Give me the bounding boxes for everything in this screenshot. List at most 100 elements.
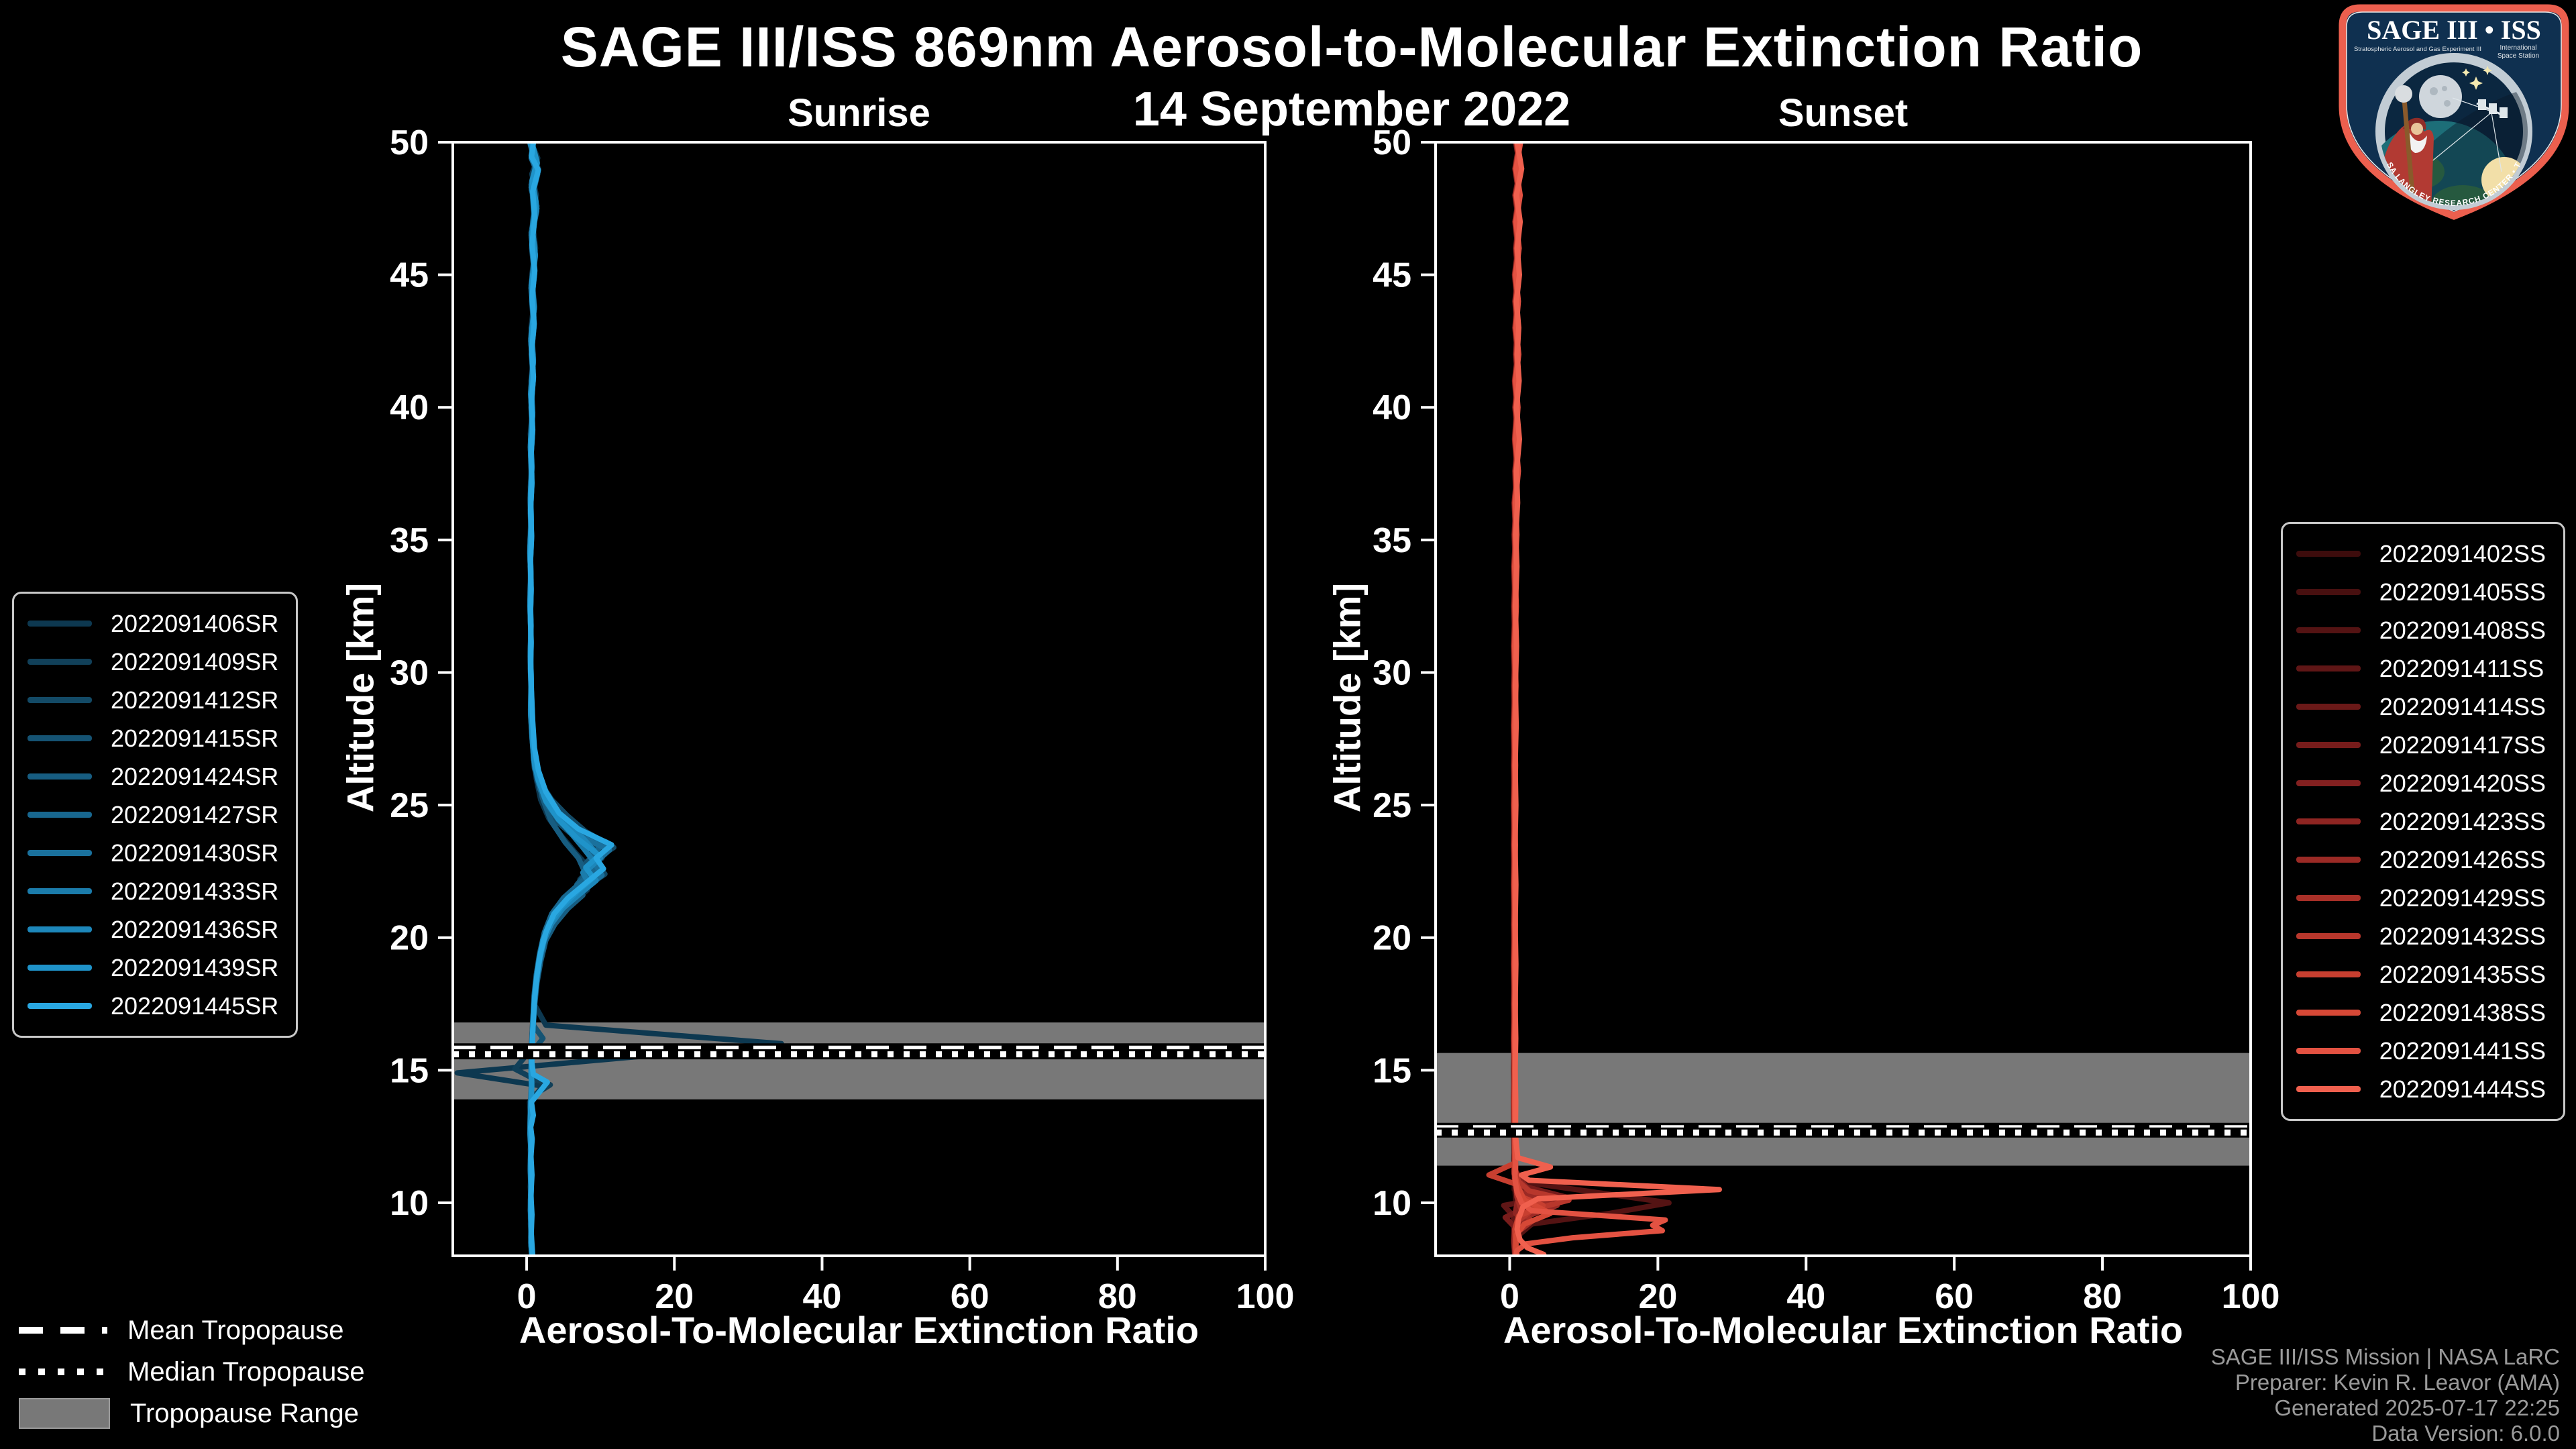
date-subtitle: 14 September 2022 [1132, 83, 1571, 136]
legend-item: 2022091423SS [2296, 802, 2546, 841]
x-tick-label: 100 [2222, 1277, 2280, 1316]
legend-item: 2022091435SS [2296, 955, 2546, 994]
legend-line-swatch [28, 965, 92, 971]
x-tick-label: 20 [1638, 1277, 1677, 1316]
legend-item-label: 2022091426SS [2379, 845, 2546, 873]
legend-item-label: 2022091427SR [111, 800, 279, 828]
legend-item-label: 2022091435SS [2379, 960, 2546, 988]
legend-item-label: 2022091415SR [111, 724, 279, 752]
legend-line-swatch [2296, 742, 2361, 748]
legend-item-label: 2022091420SS [2379, 769, 2546, 797]
y-tick-label: 45 [1373, 256, 1411, 295]
legend-item: 2022091409SR [28, 643, 278, 681]
y-tick-label: 50 [1373, 123, 1411, 162]
x-tick-label: 40 [1786, 1277, 1825, 1316]
logo-subtitle-right-2: Space Station [2498, 52, 2539, 60]
logo-title: SAGE III • ISS [2367, 15, 2541, 45]
legend-item: 2022091436SR [28, 910, 278, 949]
y-tick-label: 10 [390, 1184, 429, 1223]
x-tick-label: 60 [1935, 1277, 1974, 1316]
y-tick-label: 45 [390, 256, 429, 295]
x-axis-label-sunrise: Aerosol-To-Molecular Extinction Ratio [519, 1309, 1199, 1351]
tropopause-range-band [1436, 1053, 2251, 1166]
logo-subtitle-left: Stratospheric Aerosol and Gas Experiment… [2354, 46, 2481, 53]
legend-line-swatch [28, 850, 92, 856]
y-tick-label: 10 [1373, 1184, 1411, 1223]
attribution-block: SAGE III/ISS Mission | NASA LaRC Prepare… [2211, 1344, 2560, 1446]
attribution-mission: SAGE III/ISS Mission | NASA LaRC [2210, 1344, 2560, 1369]
legend-line-swatch [2296, 857, 2361, 863]
attribution-generated: Generated 2025-07-17 22:25 [2274, 1395, 2560, 1420]
legend-line-swatch [28, 735, 92, 741]
legend-line-swatch [2296, 895, 2361, 901]
sunset-panel-title: Sunset [1778, 91, 1909, 135]
legend-line-swatch [2296, 818, 2361, 824]
tropopause-range-legend-item: Tropopause Range [19, 1393, 365, 1434]
legend-line-swatch [2296, 589, 2361, 595]
profile-lines [1486, 142, 1722, 1256]
legend-line-swatch [28, 926, 92, 932]
legend-item: 2022091402SS [2296, 535, 2546, 573]
legend-item: 2022091426SS [2296, 841, 2546, 879]
y-tick-label: 20 [390, 919, 429, 958]
legend-line-swatch [2296, 704, 2361, 710]
legend-item-label: 2022091438SS [2379, 998, 2546, 1026]
y-tick-label: 15 [1373, 1051, 1411, 1090]
axis-ticks: 0 20 40 60 80 100 10 15 20 25 30 35 40 45 50 [1373, 123, 2279, 1316]
x-tick-label: 100 [1236, 1277, 1295, 1316]
mean-tropopause-label: Mean Tropopause [127, 1315, 344, 1345]
legend-item: 2022091411SS [2296, 649, 2546, 688]
legend-line-swatch [2296, 780, 2361, 786]
legend-line-swatch [28, 659, 92, 665]
legend-item: 2022091417SS [2296, 726, 2546, 764]
legend-item: 2022091430SR [28, 834, 278, 872]
legend-item-label: 2022091408SS [2379, 616, 2546, 644]
x-tick-label: 40 [803, 1277, 842, 1316]
legend-item-label: 2022091414SS [2379, 692, 2546, 720]
logo-stars [2462, 66, 2492, 90]
legend-item-label: 2022091411SS [2379, 654, 2544, 682]
legend-item-label: 2022091417SS [2379, 731, 2546, 759]
plot-svg-sunset: 0 20 40 60 80 100 10 15 20 25 30 35 40 45 50 [1373, 123, 2279, 1316]
y-tick-label: 25 [1373, 786, 1411, 825]
legend-item-label: 2022091412SR [111, 686, 279, 714]
legend-line-swatch [28, 697, 92, 703]
y-tick-label: 30 [1373, 653, 1411, 692]
median-tropopause-legend-item: Median Tropopause [19, 1351, 365, 1393]
y-tick-label: 25 [390, 786, 429, 825]
legend-item-label: 2022091445SR [111, 991, 279, 1020]
sage-iii-iss-mission-logo: SAGE III • ISS Stratospheric Aerosol and… [2335, 0, 2569, 220]
legend-item-label: 2022091405SS [2379, 578, 2546, 606]
y-tick-label: 15 [390, 1051, 429, 1090]
legend-item: 2022091433SR [28, 872, 278, 910]
x-axis-label-sunset: Aerosol-To-Molecular Extinction Ratio [1503, 1309, 2184, 1351]
legend-item: 2022091444SS [2296, 1070, 2546, 1108]
legend-item: 2022091438SS [2296, 994, 2546, 1032]
legend-item-label: 2022091441SS [2379, 1036, 2546, 1065]
profile-line [527, 142, 614, 1256]
x-tick-label: 60 [951, 1277, 989, 1316]
band-swatch [19, 1398, 110, 1429]
legend-item: 2022091441SS [2296, 1032, 2546, 1070]
legend-line-swatch [28, 621, 92, 627]
legend-item-label: 2022091432SS [2379, 922, 2546, 950]
x-tick-label: 80 [2083, 1277, 2122, 1316]
y-tick-label: 40 [1373, 388, 1411, 427]
legend-item-label: 2022091424SR [111, 762, 279, 790]
tropopause-range-label: Tropopause Range [130, 1398, 359, 1428]
sunrise-legend: 2022091406SR 2022091409SR 2022091412SR 2… [12, 592, 299, 1038]
legend-item-label: 2022091433SR [111, 877, 279, 905]
legend-item: 2022091439SR [28, 949, 278, 987]
y-tick-label: 35 [390, 521, 429, 560]
legend-line-swatch [2296, 665, 2361, 672]
x-tick-label: 0 [1500, 1277, 1519, 1316]
legend-line-swatch [28, 888, 92, 894]
y-tick-label: 50 [390, 123, 429, 162]
legend-item: 2022091408SS [2296, 611, 2546, 649]
legend-item-label: 2022091402SS [2379, 539, 2546, 568]
y-tick-label: 20 [1373, 919, 1411, 958]
legend-item: 2022091424SR [28, 757, 278, 796]
y-tick-label: 30 [390, 653, 429, 692]
median-tropopause-label: Median Tropopause [127, 1356, 365, 1387]
attribution-preparer: Preparer: Kevin R. Leavor (AMA) [2235, 1370, 2560, 1395]
